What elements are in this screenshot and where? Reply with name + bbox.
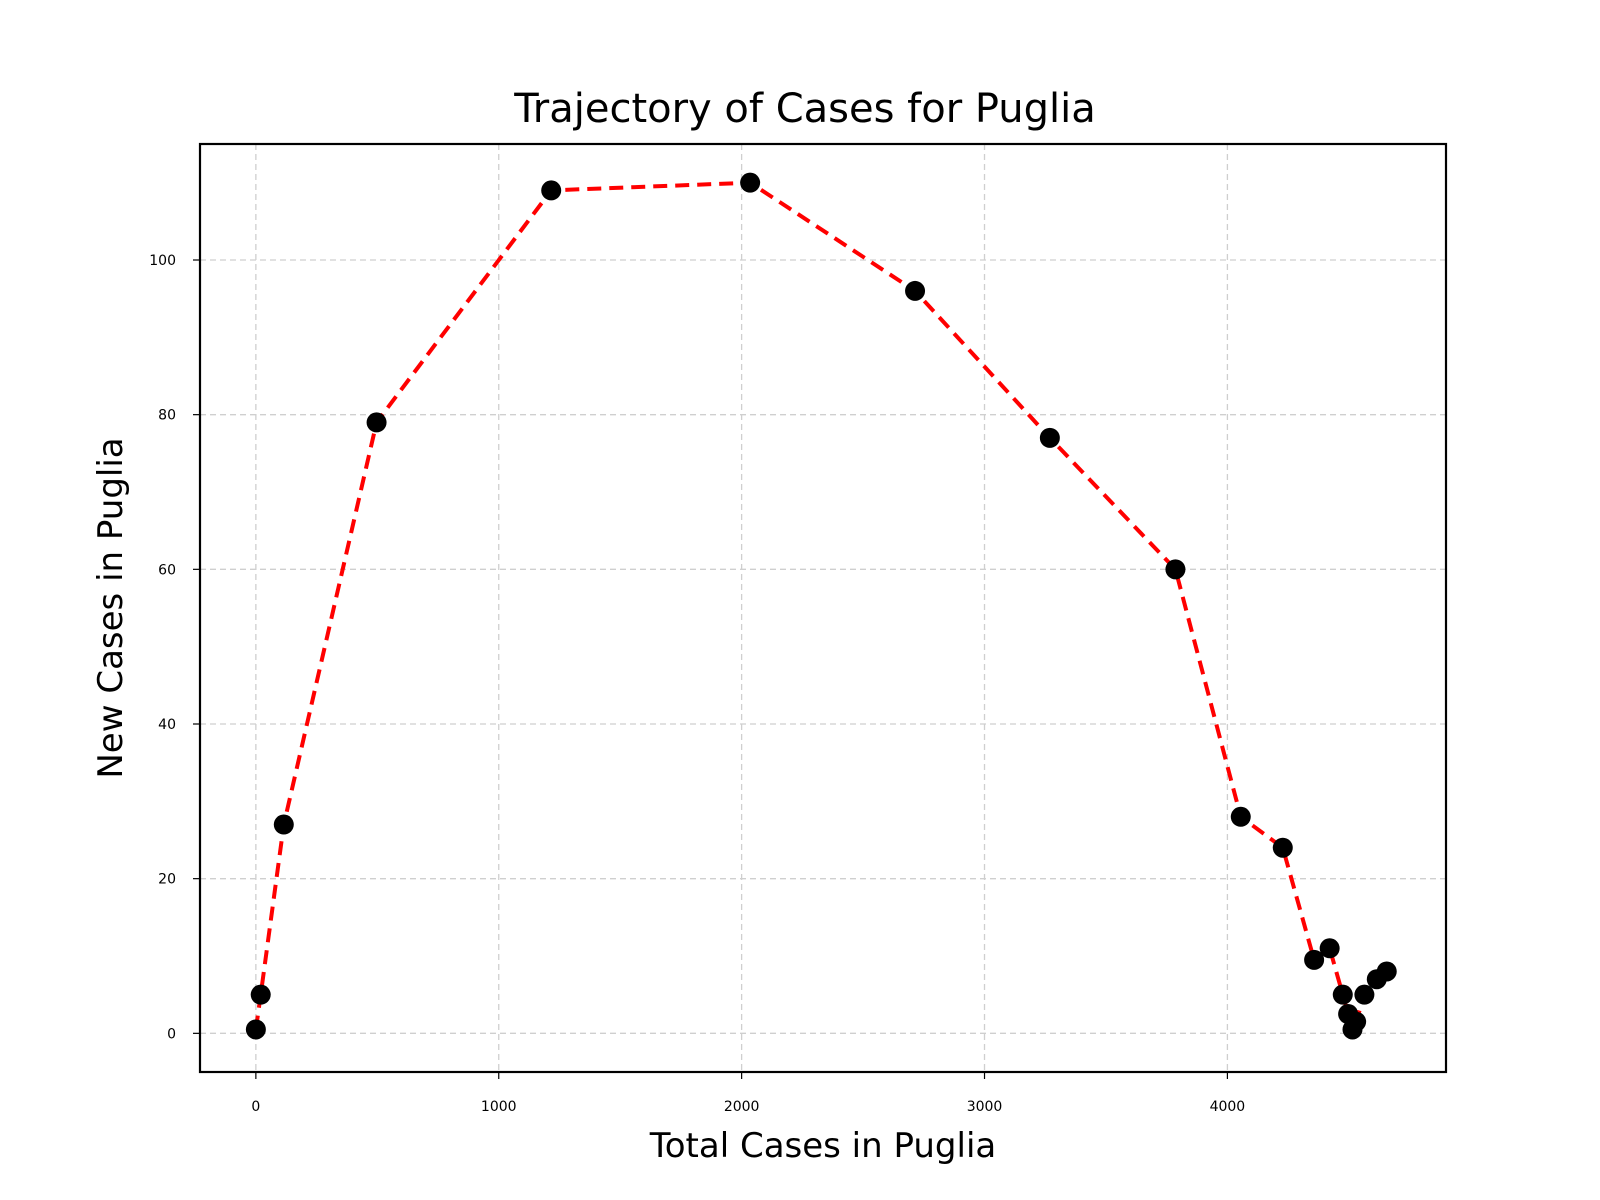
axis-ticks: 0 1000 2000 3000 4000 0 20 40 60 80 100 [149,253,1245,1115]
y-tick-label: 100 [149,253,176,269]
data-point [245,1019,266,1040]
y-tick-label: 0 [167,1026,176,1042]
x-tick-label: 3000 [967,1099,1003,1115]
data-point [740,172,761,193]
y-tick-label: 60 [158,562,176,578]
y-tick-label: 80 [158,408,176,424]
y-axis-label: New Cases in Puglia [91,437,131,778]
series-line [253,180,1388,1032]
x-axis-label: Total Cases in Puglia [649,1126,997,1166]
data-point [250,984,271,1005]
data-point [1230,806,1251,827]
y-tick-label: 40 [158,717,176,733]
data-point [1332,984,1353,1005]
data-point [1272,837,1293,858]
data-point [366,412,387,433]
grid [200,144,1446,1072]
plot-frame [198,142,1448,1074]
chart-title: Trajectory of Cases for Puglia [513,86,1096,132]
series-layer [245,172,1397,1040]
data-point [273,814,294,835]
data-point [1354,984,1375,1005]
data-point [541,180,562,201]
data-point [905,280,926,301]
data-point [1319,938,1340,959]
y-tick-label: 20 [158,872,176,888]
x-tick-label: 2000 [724,1099,760,1115]
x-tick-label: 1000 [481,1099,517,1115]
data-point [1376,961,1397,982]
x-tick-label: 0 [251,1099,260,1115]
data-point [1165,559,1186,580]
x-tick-label: 4000 [1210,1099,1246,1115]
data-point [1039,427,1060,448]
data-point [1346,1011,1367,1032]
data-point [1304,949,1325,970]
